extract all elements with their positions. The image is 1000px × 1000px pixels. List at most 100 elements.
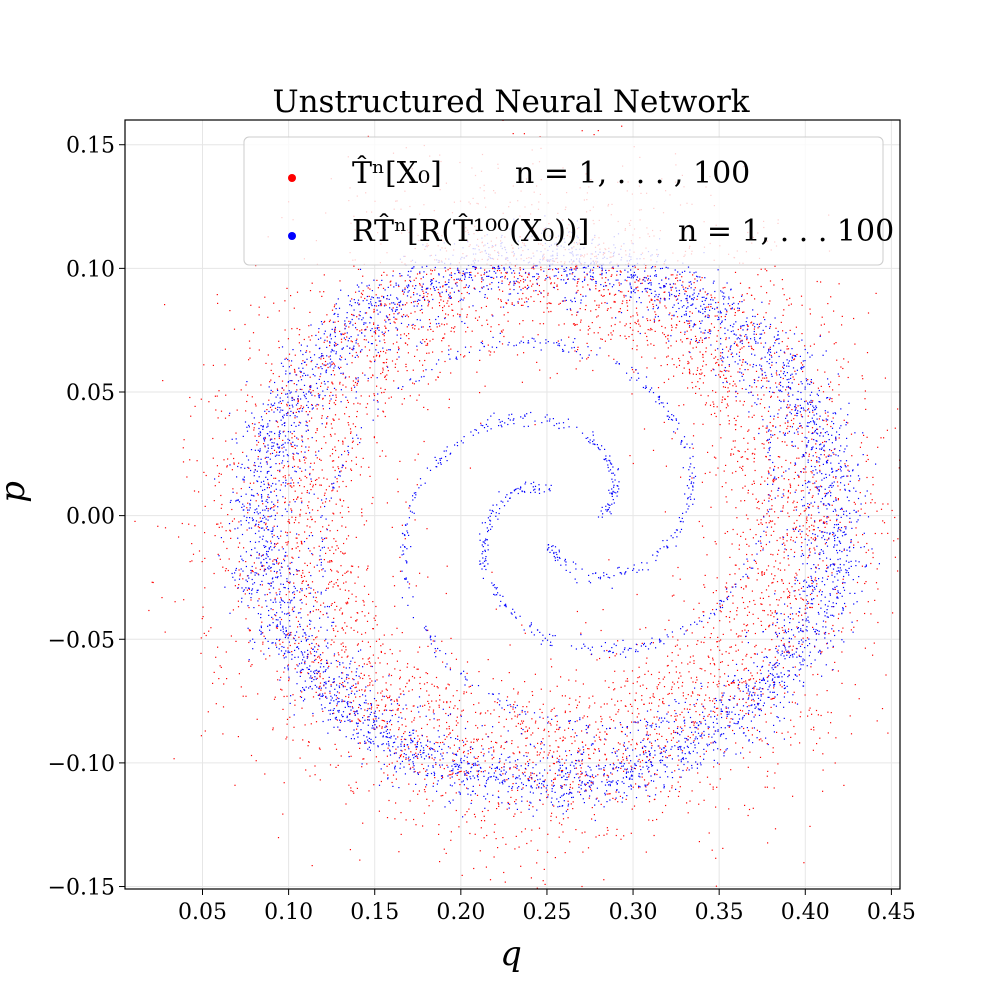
data-point-red — [550, 710, 552, 712]
data-point-red — [355, 620, 357, 622]
data-point-red — [866, 436, 868, 438]
data-point-red — [815, 452, 817, 454]
data-point-red — [584, 831, 586, 833]
data-point-red — [337, 630, 339, 632]
data-point-red — [253, 562, 255, 564]
data-point-red — [783, 613, 785, 615]
data-point-red — [705, 347, 707, 349]
data-point-red — [673, 730, 675, 732]
data-point-red — [358, 303, 361, 305]
data-point-red — [811, 427, 814, 429]
data-point-red — [766, 431, 768, 433]
data-point-red — [339, 330, 341, 332]
data-point-red — [557, 277, 559, 280]
data-point-red — [746, 553, 748, 556]
data-point-red — [671, 318, 673, 320]
data-point-red — [406, 302, 408, 304]
data-point-red — [667, 347, 669, 349]
data-point-red — [787, 425, 789, 427]
data-point-red — [704, 404, 707, 406]
data-point-red — [522, 292, 524, 295]
data-point-red — [820, 485, 822, 487]
data-point-red — [595, 309, 597, 311]
data-point-red — [864, 612, 866, 615]
data-point-red — [450, 348, 452, 350]
data-point-red — [380, 387, 382, 389]
data-point-red — [805, 522, 808, 524]
data-point-red — [331, 309, 334, 311]
data-point-red — [381, 699, 383, 701]
data-point-red — [695, 340, 697, 342]
data-point-red — [726, 717, 728, 719]
data-point-red — [763, 394, 765, 396]
data-point-red — [688, 371, 691, 374]
data-point-red — [327, 386, 329, 388]
data-point-red — [329, 764, 332, 766]
data-point-red — [403, 314, 405, 316]
data-point-red — [362, 677, 364, 680]
data-point-red — [557, 268, 559, 270]
data-point-red — [546, 275, 548, 277]
data-point-red — [408, 333, 410, 335]
data-point-red — [326, 314, 328, 316]
data-point-red — [614, 301, 616, 303]
data-point-red — [806, 516, 808, 518]
data-point-red — [843, 784, 845, 786]
data-point-red — [817, 673, 819, 675]
data-point-red — [731, 448, 733, 450]
data-point-red — [790, 548, 792, 551]
data-point-red — [382, 350, 385, 353]
data-point-red — [378, 327, 380, 329]
data-point-red — [753, 599, 755, 602]
data-point-red — [708, 736, 710, 738]
data-point-red — [557, 288, 559, 291]
data-point-red — [322, 652, 324, 654]
data-point-red — [304, 475, 306, 477]
data-point-red — [748, 611, 750, 613]
data-point-red — [346, 336, 348, 338]
data-point-red — [671, 286, 674, 288]
data-point-red — [394, 318, 396, 320]
data-point-red — [459, 740, 461, 742]
data-point-red — [708, 697, 710, 699]
data-point-red — [686, 629, 688, 631]
data-point-red — [390, 396, 392, 398]
data-point-red — [586, 358, 588, 360]
data-point-red — [345, 406, 347, 408]
data-point-red — [734, 424, 736, 426]
data-point-red — [363, 601, 365, 603]
data-point-red — [735, 633, 738, 635]
data-point-red — [794, 506, 796, 508]
data-point-red — [423, 683, 426, 685]
data-point-red — [389, 318, 391, 321]
data-point-red — [872, 654, 874, 656]
data-point-red — [355, 377, 357, 379]
data-point-red — [679, 714, 681, 716]
data-point-red — [742, 404, 744, 406]
data-point-red — [479, 713, 481, 715]
data-point-red — [716, 406, 718, 408]
data-point-red — [243, 481, 245, 483]
data-point-red — [780, 321, 782, 323]
data-point-red — [457, 722, 459, 724]
data-point-red — [804, 608, 806, 610]
data-point-red — [380, 650, 382, 653]
data-point-red — [634, 768, 636, 770]
data-point-red — [745, 713, 747, 715]
data-point-red — [288, 678, 290, 680]
data-point-red — [302, 572, 304, 574]
data-point-red — [786, 404, 789, 406]
data-point-red — [771, 505, 773, 507]
data-point-red — [637, 677, 639, 679]
data-point-red — [308, 336, 310, 338]
data-point-red — [379, 662, 381, 664]
data-point-red — [248, 588, 250, 590]
data-point-red — [326, 587, 328, 589]
data-point-red — [289, 562, 291, 564]
data-point-red — [512, 133, 514, 135]
data-point-red — [756, 688, 758, 690]
data-point-red — [295, 616, 297, 618]
data-point-red — [733, 682, 735, 684]
data-point-red — [619, 795, 621, 797]
data-point-red — [295, 547, 297, 549]
